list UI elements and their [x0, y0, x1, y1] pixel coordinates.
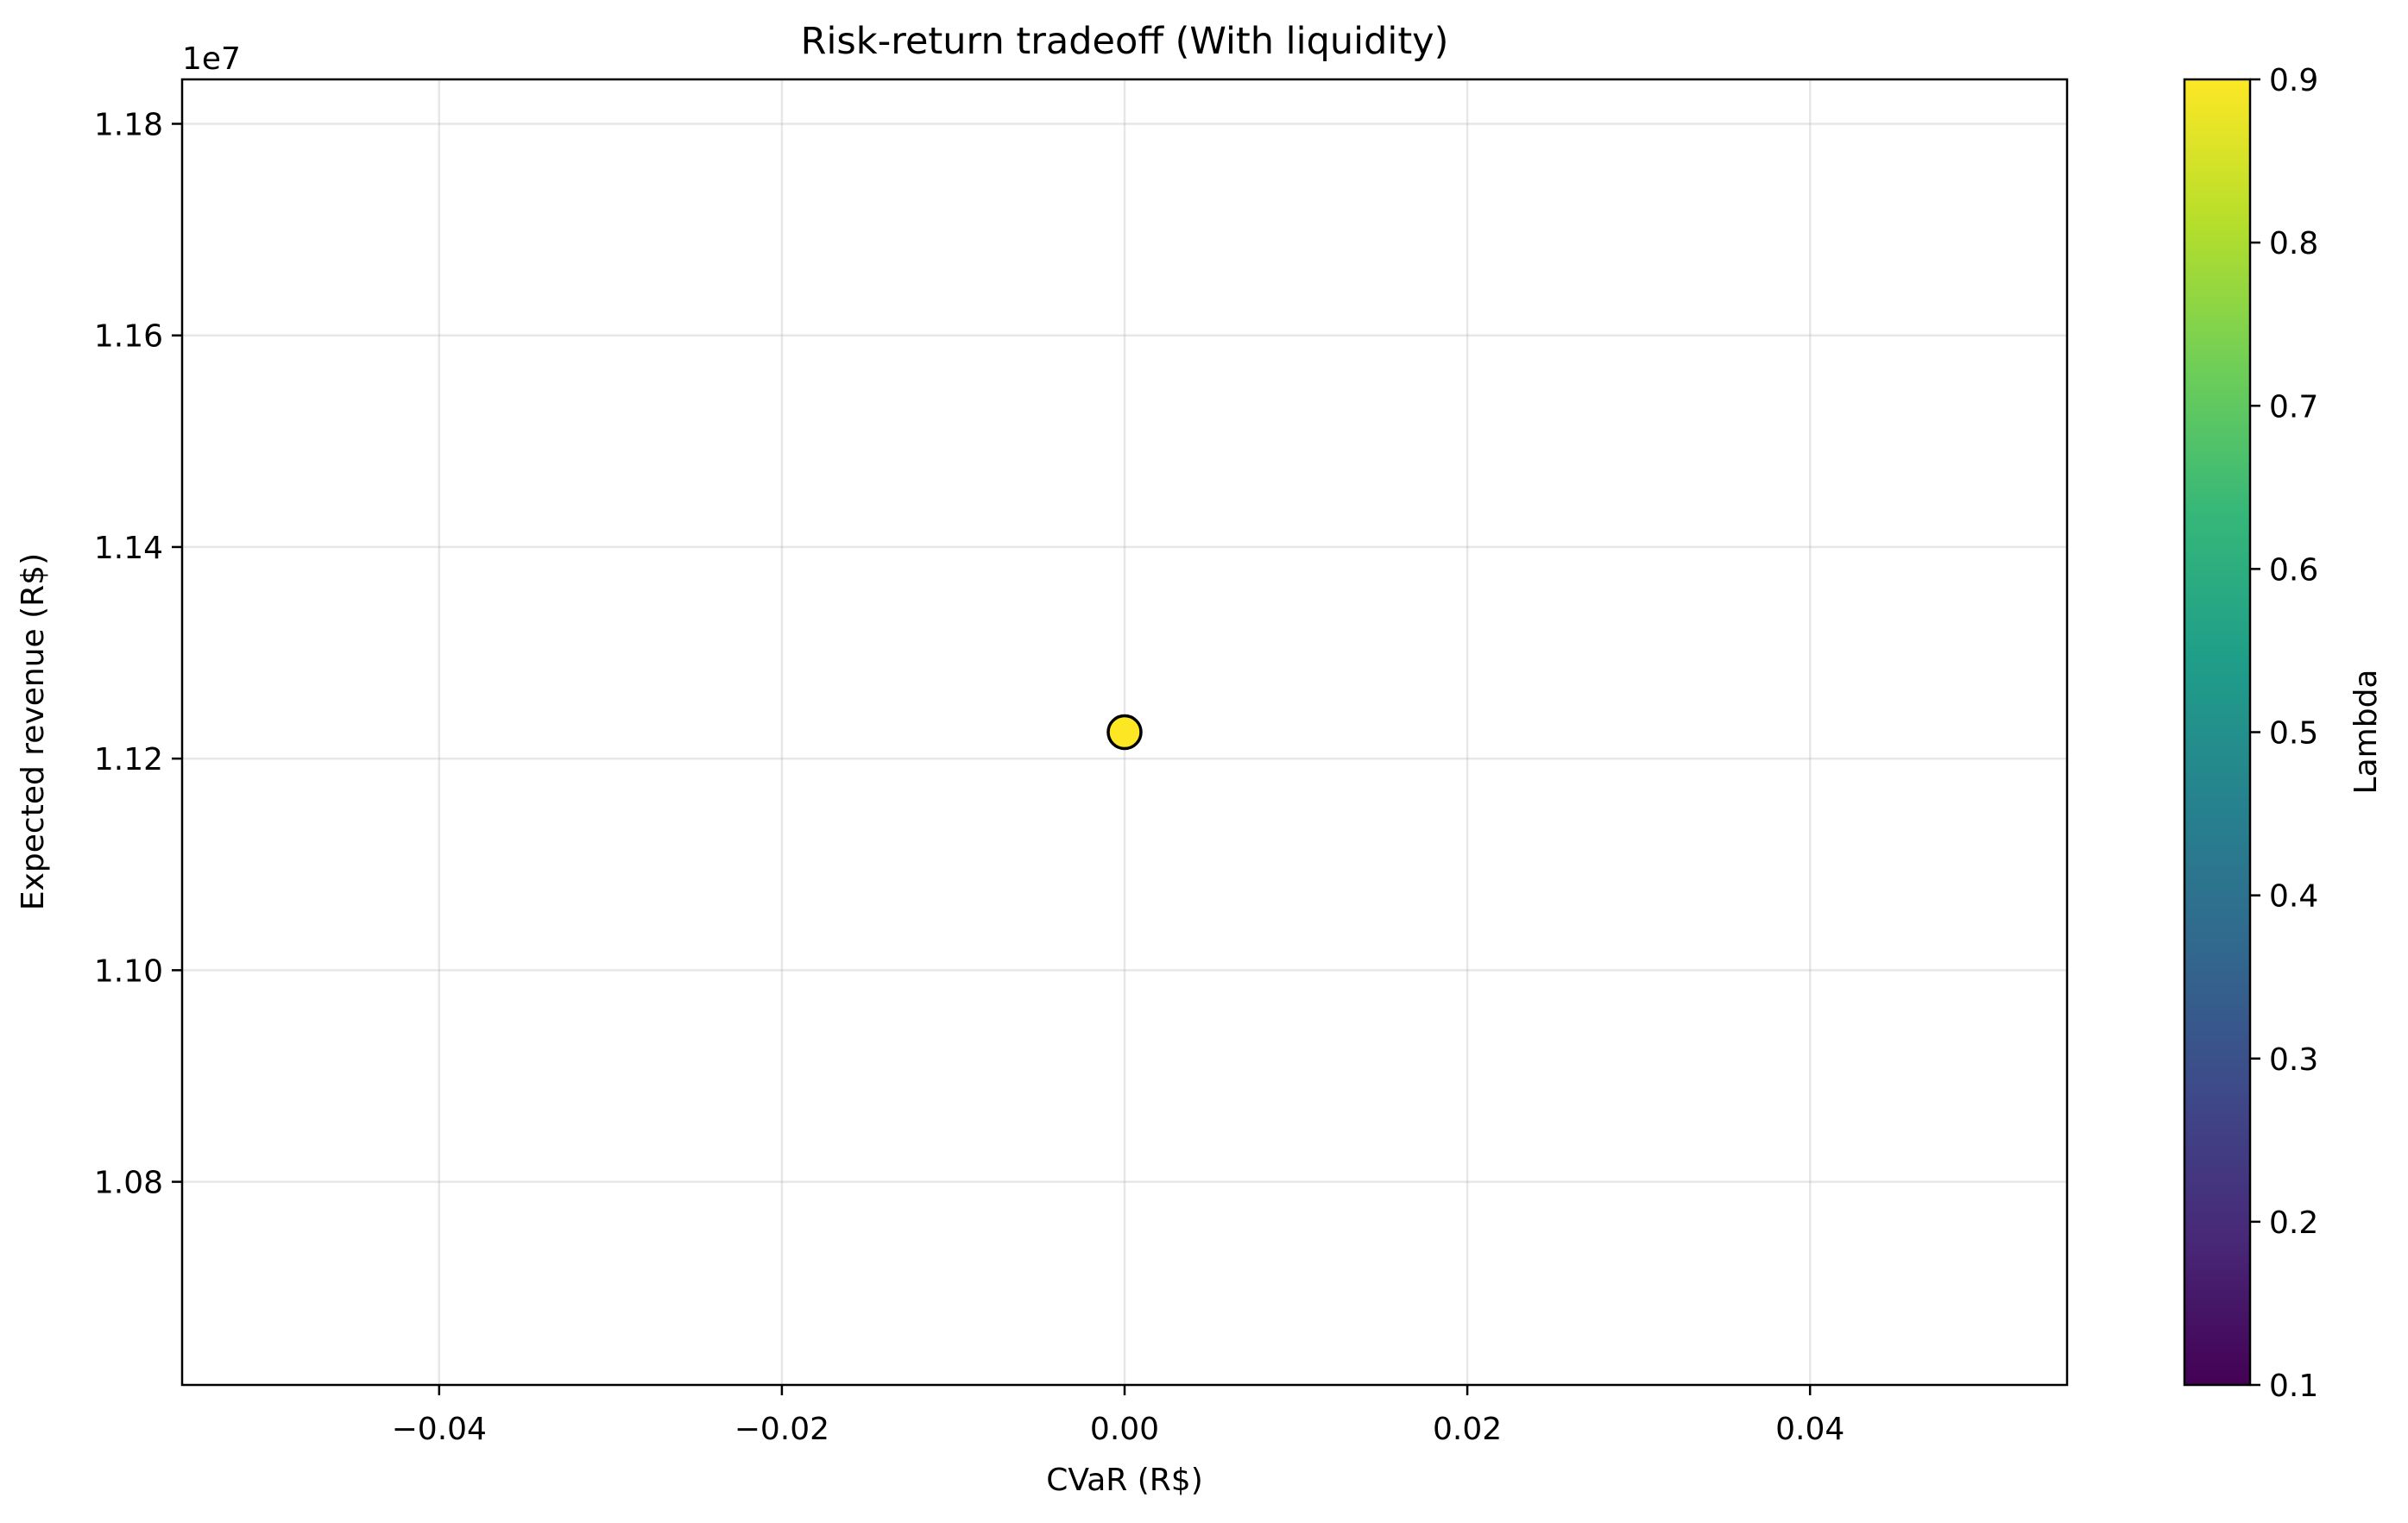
colorbar: 0.1 0.2 0.3 0.4 0.5 0.6 0.7 0.8 0.9 Lambda — [2183, 63, 2384, 1404]
colorbar-tick-label: 0.4 — [2269, 879, 2318, 915]
grid-lines — [182, 79, 2067, 1385]
scatter-point — [1106, 714, 1143, 751]
colorbar-tick-label: 0.8 — [2269, 226, 2318, 261]
x-axis: −0.04 −0.02 0.00 0.02 0.04 — [392, 1385, 1844, 1447]
x-tick-label: 0.04 — [1775, 1412, 1844, 1447]
y-offset-text: 1e7 — [182, 41, 241, 77]
data-points — [1106, 714, 1143, 751]
colorbar-tick-label: 0.1 — [2269, 1369, 2318, 1404]
colorbar-tick-label: 0.3 — [2269, 1042, 2318, 1078]
y-tick-label: 1.08 — [94, 1166, 163, 1201]
y-tick-label: 1.18 — [94, 107, 163, 142]
x-tick-label: 0.00 — [1090, 1412, 1159, 1447]
colorbar-ticks: 0.1 0.2 0.3 0.4 0.5 0.6 0.7 0.8 0.9 — [2250, 63, 2318, 1404]
y-tick-label: 1.10 — [94, 953, 163, 989]
x-tick-label: −0.02 — [734, 1412, 829, 1447]
colorbar-gradient — [2184, 79, 2250, 1385]
x-tick-label: −0.04 — [392, 1412, 487, 1447]
y-axis: 1.08 1.10 1.12 1.14 1.16 1.18 — [94, 107, 182, 1201]
x-axis-label: CVaR (R$) — [1046, 1463, 1203, 1498]
chart-title: Risk-return tradeoff (With liquidity) — [801, 20, 1449, 63]
colorbar-tick-label: 0.6 — [2269, 552, 2318, 588]
colorbar-tick-label: 0.5 — [2269, 716, 2318, 752]
colorbar-tick-label: 0.7 — [2269, 389, 2318, 425]
colorbar-tick-label: 0.2 — [2269, 1205, 2318, 1241]
y-tick-label: 1.14 — [94, 531, 163, 566]
colorbar-tick-label: 0.9 — [2269, 63, 2318, 98]
y-axis-label: Expected revenue (R$) — [16, 553, 51, 910]
y-tick-label: 1.16 — [94, 319, 163, 355]
x-tick-label: 0.02 — [1433, 1412, 1502, 1447]
colorbar-label: Lambda — [2348, 670, 2384, 795]
y-tick-label: 1.12 — [94, 742, 163, 777]
